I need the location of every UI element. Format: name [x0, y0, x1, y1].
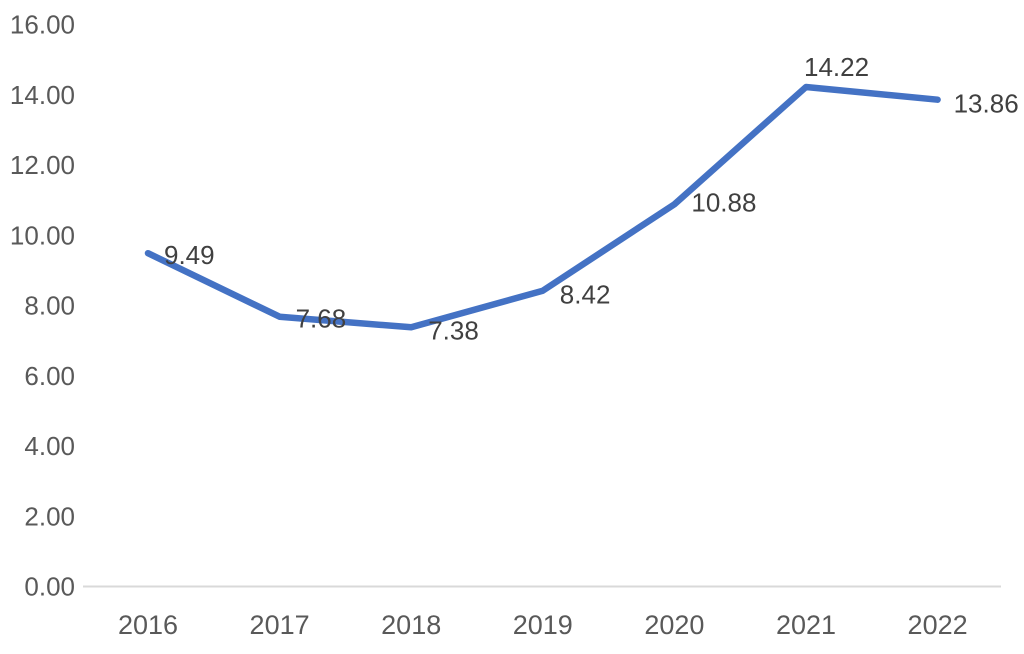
y-axis-tick-label: 6.00	[24, 361, 75, 391]
x-axis-tick-label: 2019	[513, 610, 573, 640]
y-axis-tick-label: 2.00	[24, 501, 75, 531]
data-point-label: 8.42	[560, 280, 611, 310]
y-axis-tick-label: 8.00	[24, 291, 75, 321]
x-axis-tick-label: 2017	[250, 610, 310, 640]
y-axis-tick-label: 12.00	[10, 150, 75, 180]
x-axis-tick-label: 2021	[776, 610, 836, 640]
data-point-label: 9.49	[164, 240, 215, 270]
data-point-label: 10.88	[691, 187, 756, 217]
data-series-line	[144, 83, 941, 331]
x-axis-tick-label: 2018	[381, 610, 441, 640]
y-axis-tick-label: 10.00	[10, 220, 75, 250]
y-axis-tick-label: 14.00	[10, 80, 75, 110]
y-axis-tick-label: 16.00	[10, 10, 75, 40]
data-point-label: 13.86	[954, 89, 1019, 119]
x-axis-tick-label: 2020	[644, 610, 704, 640]
y-axis-tick-label: 0.00	[24, 572, 75, 602]
data-point-label: 14.22	[804, 52, 869, 82]
x-axis-tick-label: 2016	[118, 610, 178, 640]
data-point-label: 7.68	[296, 304, 347, 334]
data-point-label: 7.38	[428, 315, 479, 345]
x-axis-tick-label: 2022	[908, 610, 968, 640]
y-axis-tick-label: 4.00	[24, 431, 75, 461]
